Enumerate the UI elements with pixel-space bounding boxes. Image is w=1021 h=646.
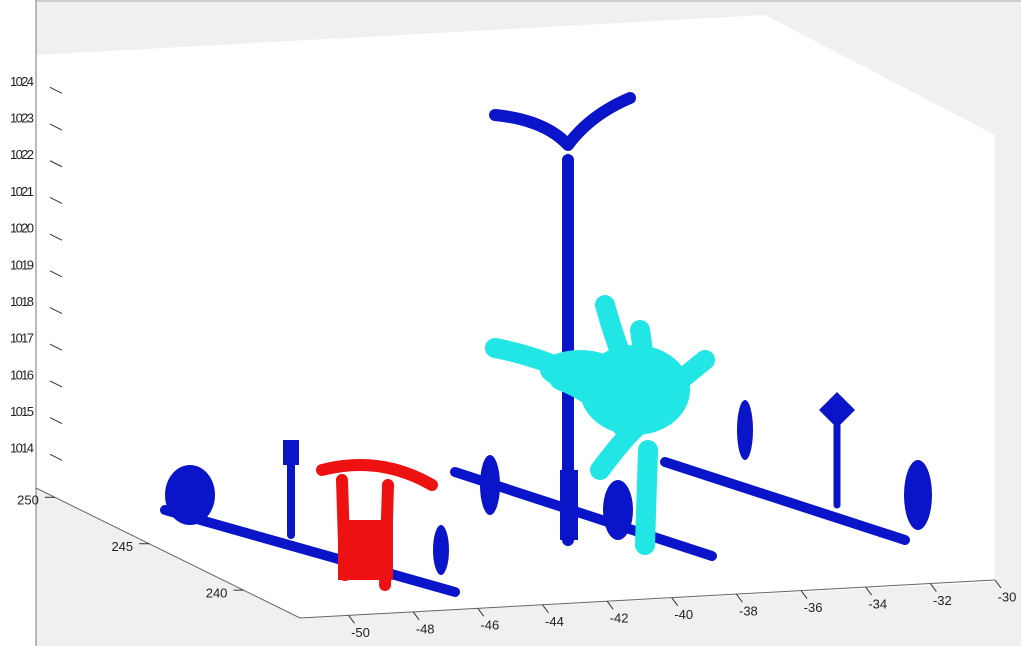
z-tick-label: 1021 (10, 184, 34, 199)
y-tick-label: 240 (206, 586, 228, 601)
x-tick-label: -36 (804, 600, 823, 615)
x-tick-label: -30 (998, 589, 1017, 604)
x-tick (735, 593, 743, 603)
z-tick-label: 1023 (10, 110, 34, 125)
x-tick-label: -44 (545, 614, 564, 629)
x-tick (800, 590, 808, 599)
point-cloud (160, 92, 932, 597)
x-tick-label: -32 (933, 593, 952, 608)
z-tick-label: 1024 (10, 74, 34, 89)
z-tick-label: 1018 (10, 294, 34, 309)
z-tick-label: 1022 (10, 147, 34, 162)
z-tick-label: 1020 (10, 221, 34, 236)
x-tick-label: -42 (610, 611, 629, 626)
x-tick (542, 604, 549, 614)
x-tick-label: -38 (739, 604, 758, 619)
z-tick (49, 233, 63, 241)
axis-line (35, 487, 996, 619)
x-tick-label: -46 (480, 618, 499, 633)
x-tick-label: -48 (416, 621, 435, 636)
z-tick (49, 307, 63, 314)
x-tick (477, 607, 485, 617)
x-tick (412, 611, 420, 621)
z-tick-label: 1017 (10, 331, 34, 346)
z-tick (49, 343, 63, 351)
x-tick (606, 600, 614, 610)
x-tick-label: -40 (674, 607, 693, 622)
z-tick (49, 417, 63, 425)
x-tick (929, 583, 937, 592)
z-tick (49, 160, 63, 168)
x-tick (994, 579, 1002, 589)
x-tick-label: -34 (868, 597, 887, 612)
z-tick (49, 453, 63, 461)
x-tick-label: -50 (351, 625, 370, 640)
left-margin (0, 0, 36, 646)
z-tick (49, 196, 63, 204)
x-tick (671, 597, 679, 606)
z-tick-label: 1019 (10, 257, 34, 272)
z-tick (49, 270, 63, 278)
z-tick-label: 1014 (10, 441, 34, 456)
z-tick (49, 380, 63, 388)
x-tick (348, 615, 355, 624)
plot-box (36, 15, 995, 618)
z-tick-label: 1016 (10, 367, 34, 382)
x-tick (865, 586, 873, 596)
y-tick-label: 245 (111, 539, 133, 554)
z-tick (49, 123, 63, 131)
z-tick (49, 86, 63, 94)
y-tick-label: 250 (17, 493, 39, 508)
z-tick-label: 1015 (10, 404, 34, 419)
